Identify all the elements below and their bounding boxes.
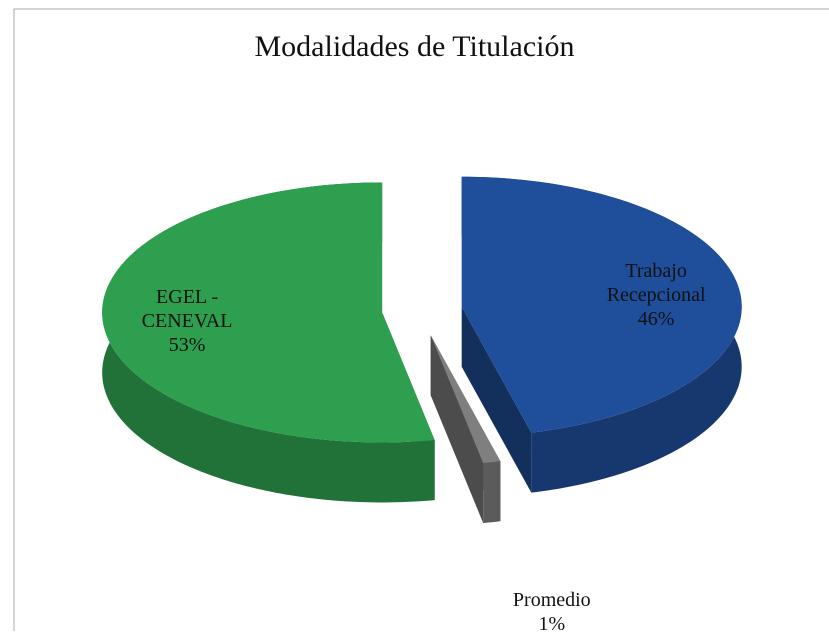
- chart-border: [13, 8, 829, 631]
- pie-slice: [461, 176, 742, 493]
- data-label: EGEL - CENEVAL 53%: [128, 285, 246, 357]
- slice-face: [430, 335, 484, 524]
- slice-top: [102, 182, 435, 443]
- slice-top: [461, 176, 742, 433]
- slice-top: [430, 335, 501, 464]
- slice-face: [461, 306, 532, 493]
- pie-slice: [430, 335, 501, 524]
- label-value: 1%: [538, 613, 566, 636]
- chart-title: Modalidades de Titulación: [254, 30, 575, 63]
- pie-slice: [102, 182, 435, 503]
- label-name: EGEL - CENEVAL: [141, 286, 233, 332]
- data-label: Promedio 1%: [493, 588, 611, 636]
- label-name: Trabajo Recepcional: [606, 260, 706, 307]
- data-label: Trabajo Recepcional 46%: [597, 259, 715, 331]
- slice-wall: [483, 461, 501, 524]
- label-name: Promedio: [512, 589, 591, 612]
- label-value: 53%: [168, 334, 206, 356]
- label-value: 46%: [637, 308, 675, 331]
